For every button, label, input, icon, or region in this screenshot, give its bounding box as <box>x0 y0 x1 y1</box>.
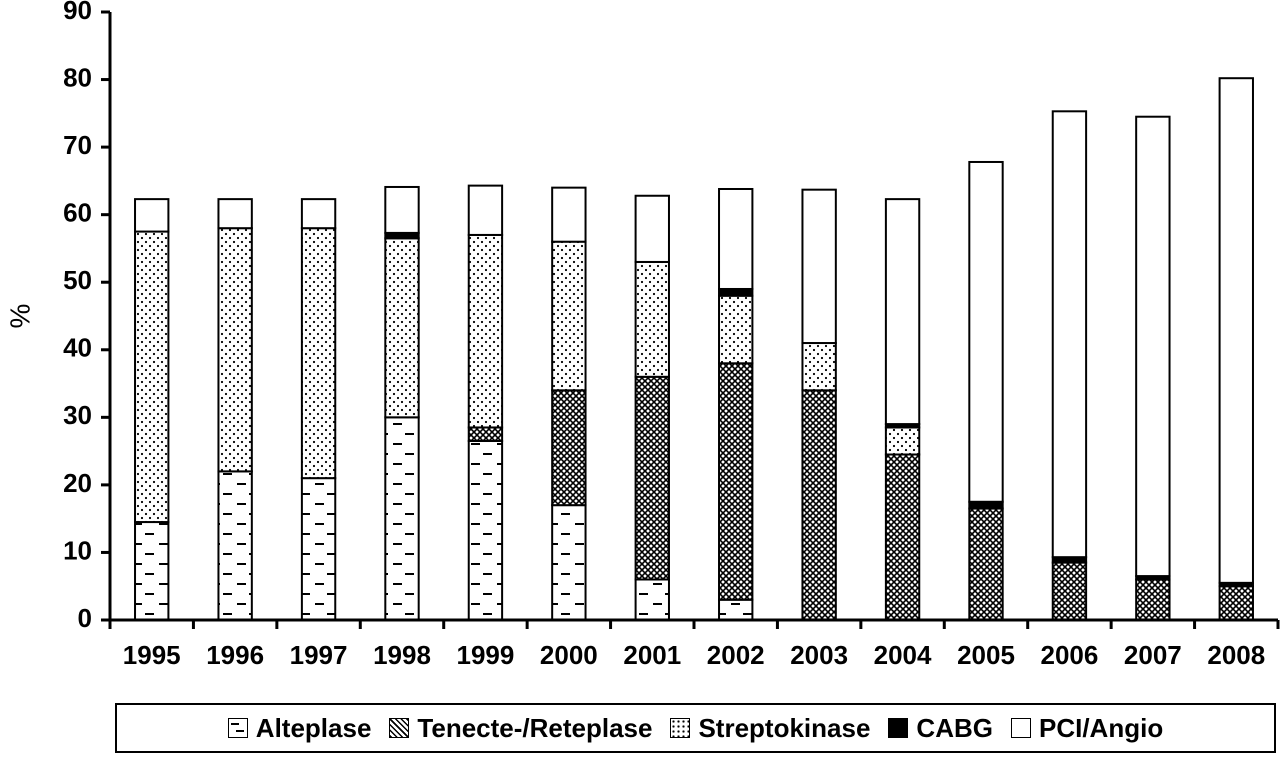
bar-segment-streptokinase <box>884 426 921 456</box>
legend-swatch <box>670 718 691 738</box>
bar-segment-alteplase <box>134 521 170 621</box>
bar-segment-tenecte-reteplase <box>801 389 837 621</box>
bar-segment-pci-angio <box>551 186 587 243</box>
legend-label: Streptokinase <box>698 712 871 743</box>
bar-segment-streptokinase <box>801 342 837 392</box>
x-tick-label: 2002 <box>707 640 765 670</box>
bar-segment-pci-angio <box>134 198 170 233</box>
y-tick-label: 10 <box>63 535 92 565</box>
x-axis-ticks: 1995 1996 1997 1998 1999 2000 2001 2002 2003 2004… <box>108 620 1280 670</box>
bar-segment-pci-angio <box>467 184 504 236</box>
bar-segment-tenecte-reteplase <box>467 426 504 442</box>
bar-segment-pci-angio <box>801 188 837 345</box>
bar-segment-tenecte-reteplase <box>551 389 587 507</box>
legend-item: CABG <box>888 713 993 744</box>
bar-segment-pci-angio <box>1218 77 1254 584</box>
bar-segment-cabg <box>968 500 1004 510</box>
x-tick-label: 2003 <box>790 640 848 670</box>
x-tick-label: 2005 <box>957 640 1015 670</box>
x-tick-label: 1999 <box>457 640 515 670</box>
x-tick-label: 1997 <box>290 640 348 670</box>
bar-segment-streptokinase <box>634 260 670 378</box>
bar-segment-tenecte-reteplase <box>1051 561 1088 621</box>
legend-item: Alteplase <box>227 712 372 744</box>
y-tick-label: 30 <box>63 400 92 430</box>
y-axis-ticks: 0 10 20 30 40 50 60 70 80 90 <box>63 0 110 633</box>
legend-swatch <box>389 718 410 738</box>
bar-segment-cabg <box>718 287 754 297</box>
x-tick-label: 2007 <box>1124 640 1182 670</box>
bar-segment-tenecte-reteplase <box>1135 578 1171 622</box>
legend: Alteplase Tenecte-/Reteplase Streptokinase… <box>115 703 1276 753</box>
legend-label: CABG <box>916 712 993 743</box>
bar-segment-pci-angio <box>968 160 1004 503</box>
bar-segment-alteplase <box>718 598 754 622</box>
bar-segment-pci-angio <box>217 198 253 230</box>
legend-swatch <box>1010 718 1031 738</box>
y-tick-label: 70 <box>63 130 92 160</box>
bar-segment-streptokinase <box>217 227 253 473</box>
y-tick-label: 90 <box>63 0 92 25</box>
bar-segment-alteplase <box>384 416 420 622</box>
bar-segment-streptokinase <box>134 230 170 524</box>
legend-swatch <box>227 718 248 738</box>
bar-segment-tenecte-reteplase <box>1218 585 1254 622</box>
y-tick-label: 20 <box>63 468 92 498</box>
bar-segment-pci-angio <box>1135 115 1171 578</box>
y-tick-label: 50 <box>63 265 92 295</box>
bar-segment-tenecte-reteplase <box>968 507 1004 621</box>
x-tick-label: 1996 <box>206 640 264 670</box>
x-tick-label: 1995 <box>123 640 181 670</box>
x-tick-label: 2006 <box>1041 640 1099 670</box>
legend-label: Tenecte-/Reteplase <box>417 712 653 743</box>
bar-segment-pci-angio <box>384 185 420 234</box>
x-tick-label: 2008 <box>1207 640 1265 670</box>
y-tick-label: 0 <box>78 603 92 633</box>
bar-segment-alteplase <box>217 470 253 621</box>
bar-segment-alteplase <box>467 439 504 621</box>
y-tick-label: 40 <box>63 333 92 363</box>
bar-segment-pci-angio <box>884 198 921 426</box>
legend-label: Alteplase <box>255 712 372 743</box>
bar-segment-alteplase <box>551 504 587 621</box>
bar-segment-alteplase <box>634 578 670 622</box>
bar-segment-tenecte-reteplase <box>718 362 754 601</box>
bar-segment-tenecte-reteplase <box>634 375 670 581</box>
x-tick-label: 2004 <box>874 640 932 670</box>
legend-item: Tenecte-/Reteplase <box>389 713 652 744</box>
bar-segment-streptokinase <box>551 240 587 392</box>
legend-swatch <box>888 718 909 738</box>
bar-segment-pci-angio <box>300 198 337 230</box>
legend-item: PCI/Angio <box>1010 712 1164 744</box>
bar-segment-pci-angio <box>1051 110 1088 559</box>
y-tick-label: 60 <box>63 198 92 228</box>
bar-segment-tenecte-reteplase <box>884 453 921 621</box>
bar-segment-streptokinase <box>384 237 420 419</box>
stacked-bar-chart: 0 10 20 30 40 50 60 70 80 90 1995 1996 1997 1998 1999… <box>4 0 1280 670</box>
bar-segment-pci-angio <box>634 194 670 263</box>
bar-segment-pci-angio <box>718 187 754 290</box>
bar-segment-alteplase <box>300 477 337 621</box>
y-tick-label: 80 <box>63 62 92 92</box>
y-axis-label: % <box>4 304 35 329</box>
bars <box>134 77 1254 622</box>
bar-segment-streptokinase <box>718 294 754 365</box>
x-tick-label: 2001 <box>623 640 681 670</box>
legend-label: PCI/Angio <box>1038 712 1164 743</box>
bar-segment-streptokinase <box>300 227 337 480</box>
x-tick-label: 2000 <box>540 640 598 670</box>
legend-item: Streptokinase <box>670 713 870 744</box>
x-tick-label: 1998 <box>373 640 431 670</box>
bar-segment-streptokinase <box>467 233 504 429</box>
